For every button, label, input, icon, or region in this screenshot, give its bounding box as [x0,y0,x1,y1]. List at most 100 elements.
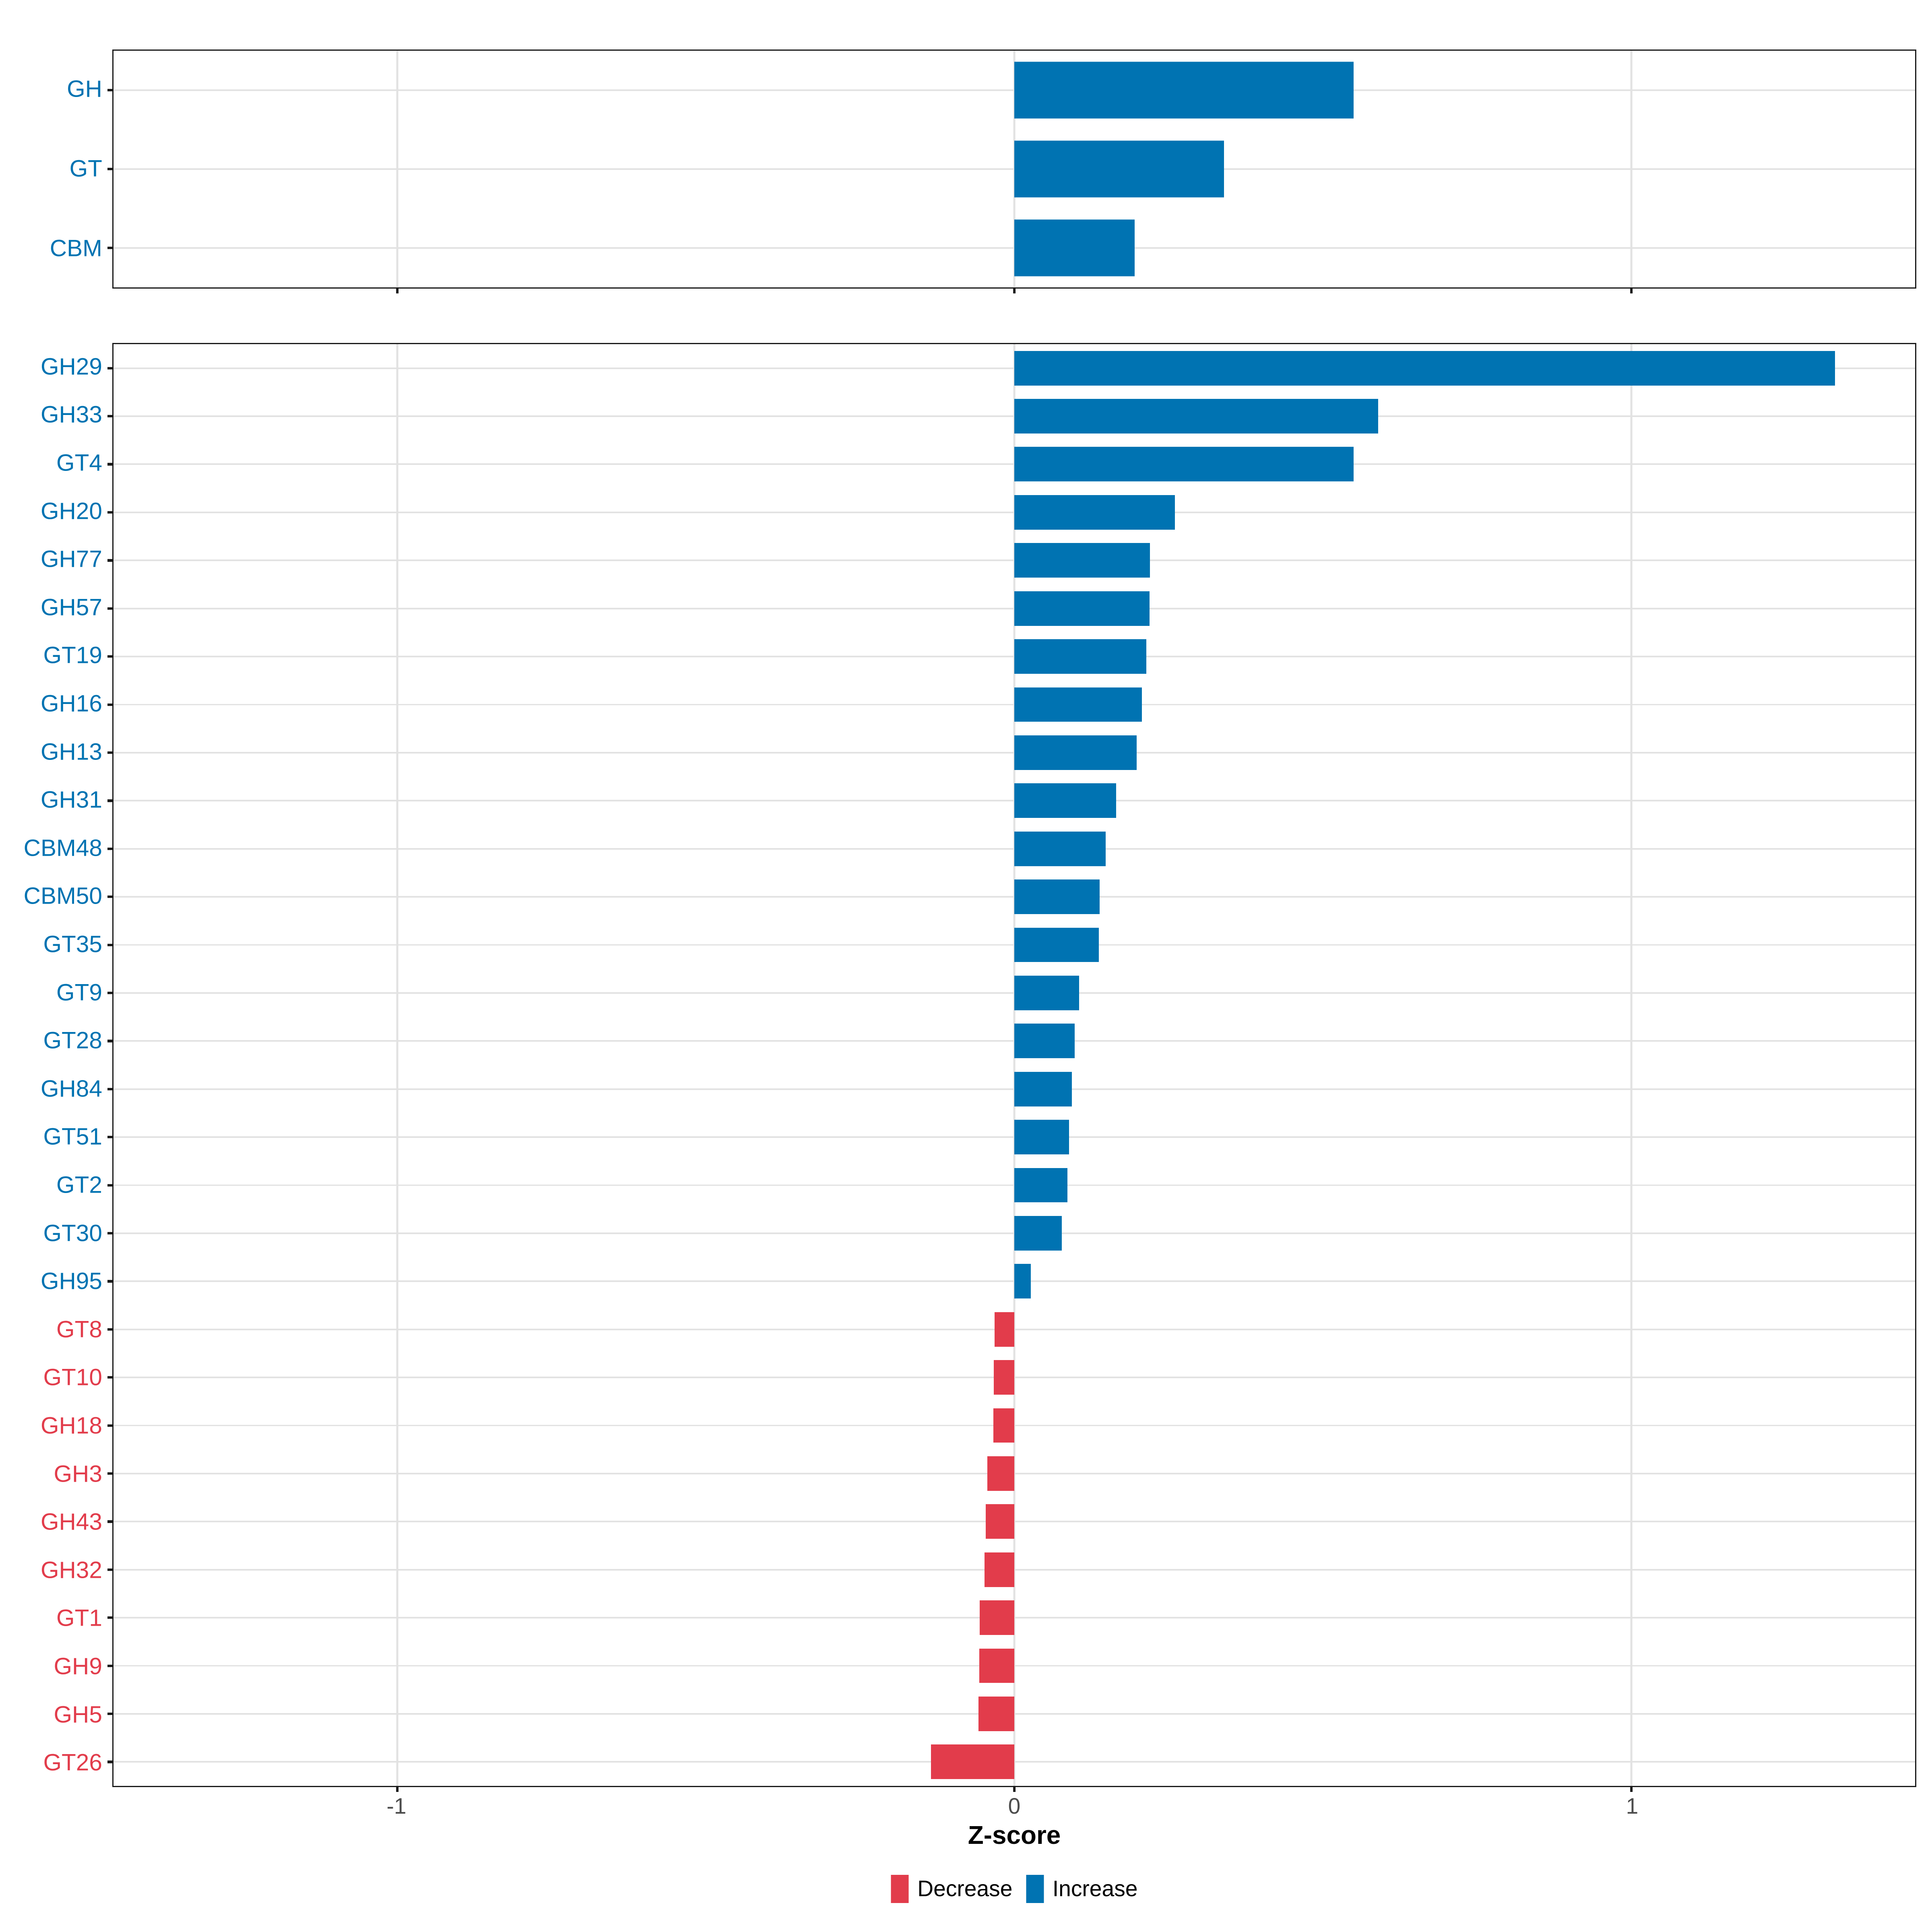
x-gridline [396,344,398,1786]
x-axis-tick [396,287,398,294]
x-axis-tick [1630,1786,1633,1792]
y-axis-tick [107,1232,114,1235]
category-label-GT30: GT30 [43,1220,102,1247]
bar-GH43 [986,1504,1014,1539]
category-label-GT10: GT10 [43,1364,102,1391]
bar-GT [1014,140,1224,198]
bar-GH77 [1014,543,1150,578]
legend-label-increase: Increase [1052,1876,1138,1901]
bar-GT4 [1014,447,1354,482]
category-label-CBM48: CBM48 [23,835,102,861]
y-axis-tick [107,1280,114,1283]
category-label-GT4: GT4 [56,450,102,476]
x-axis-tick [1013,287,1016,294]
y-axis-tick [107,1184,114,1187]
bar-GH13 [1014,735,1137,770]
category-label-GH5: GH5 [54,1701,102,1728]
y-axis-tick [107,943,114,946]
y-axis-tick [107,607,114,610]
category-label-GH29: GH29 [40,353,102,380]
x-tick-label--1: -1 [386,1793,407,1818]
y-axis-tick [107,89,114,92]
y-gridline [113,1521,1915,1523]
y-axis-tick [107,559,114,562]
y-axis-tick [107,415,114,418]
y-axis-tick [107,799,114,802]
category-label-GH77: GH77 [40,546,102,572]
y-gridline [113,1761,1915,1763]
y-axis-tick [107,246,114,250]
category-label-GH33: GH33 [40,402,102,428]
category-label-GH: GH [67,76,102,102]
legend-swatch-decrease [891,1875,909,1903]
y-axis-tick [107,1568,114,1571]
bar-GT51 [1014,1120,1069,1155]
x-tick-label-0: 0 [1008,1793,1021,1818]
bar-GT10 [994,1360,1014,1395]
panel-family-detail [107,343,1917,1792]
category-label-CBM50: CBM50 [23,883,102,910]
bar-GT9 [1014,975,1079,1010]
bar-GH29 [1014,351,1835,386]
bar-GH9 [979,1648,1014,1683]
y-axis-tick [107,1135,114,1139]
y-axis-tick [107,511,114,514]
bar-GH5 [978,1696,1014,1731]
x-tick-label-1: 1 [1626,1793,1639,1818]
legend: Decrease Increase [891,1875,1138,1903]
category-label-GT2: GT2 [56,1172,102,1198]
bar-GH84 [1014,1071,1072,1106]
y-axis-tick [107,1424,114,1427]
category-label-GH3: GH3 [54,1461,102,1487]
bar-CBM [1014,219,1135,277]
bar-GH31 [1014,783,1116,818]
category-label-GH31: GH31 [40,786,102,813]
bar-GH32 [985,1552,1014,1587]
x-gridline [1013,344,1016,1786]
category-label-GH84: GH84 [40,1075,102,1102]
category-label-GT35: GT35 [43,931,102,958]
y-axis-tick [107,703,114,706]
bar-GT2 [1014,1168,1067,1203]
category-label-GH57: GH57 [40,594,102,621]
y-axis-labels-families: GH29 GH33 GT4 GH20 GH77 GH57 GT19 GH16 GH13 GH31 C… [0,343,102,1787]
bar-GT30 [1014,1216,1062,1251]
category-label-CBM: CBM [50,235,102,262]
y-axis-tick [107,1616,114,1619]
y-axis-tick [107,751,114,754]
category-label-GH16: GH16 [40,690,102,717]
category-label-GH13: GH13 [40,739,102,765]
y-axis-tick [107,847,114,850]
y-axis-tick [107,367,114,369]
bar-GH16 [1014,687,1142,722]
category-label-GH43: GH43 [40,1509,102,1535]
category-label-GT28: GT28 [43,1027,102,1054]
legend-label-decrease: Decrease [917,1876,1013,1901]
bar-GH [1014,62,1354,119]
category-label-GT8: GT8 [56,1316,102,1343]
y-gridline [113,1569,1915,1571]
x-axis-tick [1630,287,1633,294]
y-axis-tick [107,1520,114,1523]
bar-GT28 [1014,1024,1075,1059]
x-axis-title: Z-score [968,1821,1061,1849]
y-gridline [113,1713,1915,1715]
bar-GH95 [1014,1264,1031,1299]
category-label-GT19: GT19 [43,642,102,669]
category-label-GH9: GH9 [54,1653,102,1680]
category-label-GT: GT [69,155,102,182]
y-axis-labels-summary: GH GT CBM [0,50,102,289]
bar-GH20 [1014,495,1175,530]
bar-GT8 [994,1312,1014,1347]
bar-GT19 [1014,639,1147,674]
bar-GT35 [1014,927,1099,962]
y-gridline [113,1472,1915,1474]
category-label-GH18: GH18 [40,1412,102,1439]
y-axis-tick [107,991,114,995]
y-gridline [113,1424,1915,1426]
bar-GH3 [987,1456,1014,1491]
y-axis-tick [107,895,114,898]
y-gridline [113,1665,1915,1667]
bar-GH18 [993,1408,1014,1443]
y-axis-tick [107,1040,114,1042]
